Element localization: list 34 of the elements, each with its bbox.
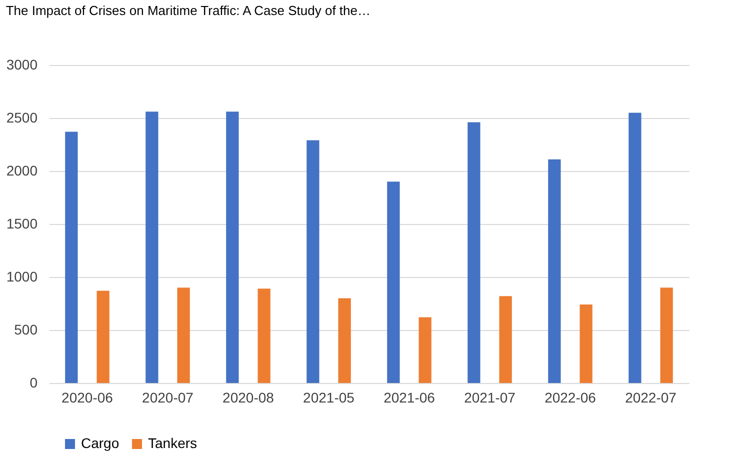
x-tick-label: 2022-07 — [625, 390, 677, 406]
bar — [177, 288, 190, 383]
y-tick-label: 500 — [14, 322, 38, 338]
legend-label: Tankers — [148, 435, 198, 451]
bar — [258, 288, 270, 383]
bar — [499, 296, 512, 383]
x-tick-label: 2020-08 — [222, 390, 274, 406]
x-tick-label: 2020-06 — [62, 390, 114, 406]
y-tick-label: 1500 — [6, 216, 38, 232]
bar — [387, 182, 400, 383]
y-tick-label: 2000 — [6, 162, 38, 178]
bar — [146, 112, 158, 383]
chart-title: The Impact of Crises on Maritime Traffic: A Case Study of the… — [6, 3, 370, 18]
bar — [65, 132, 78, 383]
legend-label: Cargo — [81, 435, 120, 451]
bar — [226, 112, 239, 383]
bar — [468, 122, 480, 383]
y-tick-label: 1000 — [6, 268, 38, 284]
bar — [338, 298, 351, 383]
bar — [96, 290, 110, 383]
x-tick-label: 2021-05 — [303, 390, 355, 406]
y-tick-label: 2500 — [6, 110, 38, 126]
bar — [418, 317, 432, 383]
x-tick-label: 2021-06 — [384, 390, 436, 406]
bar — [548, 159, 561, 383]
x-tick-label: 2020-07 — [142, 390, 194, 406]
bar — [580, 304, 592, 383]
x-tick-label: 2021-07 — [464, 390, 516, 406]
bar — [628, 112, 642, 383]
y-tick-label: 3000 — [6, 56, 38, 72]
bar — [660, 288, 673, 383]
bar — [306, 140, 320, 383]
x-tick-label: 2022-06 — [544, 390, 596, 406]
y-tick-label: 0 — [30, 374, 38, 390]
